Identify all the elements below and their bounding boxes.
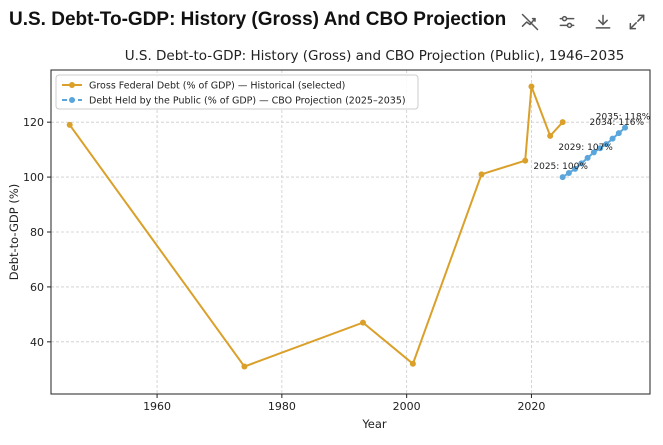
y-tick-label: 120 <box>23 116 44 129</box>
projection-data-point <box>565 169 572 176</box>
data-label: 2025: 100% <box>533 162 588 172</box>
x-tick-label: 2020 <box>517 400 545 413</box>
historical-data-point <box>409 360 416 367</box>
chart-header: U.S. Debt-To-GDP: History (Gross) And CB… <box>0 0 663 44</box>
projection-data-point <box>572 165 579 172</box>
disable-interactive-icon <box>521 13 539 31</box>
y-tick-label: 60 <box>30 281 44 294</box>
y-tick-label: 80 <box>30 226 44 239</box>
legend-swatch-marker <box>69 82 75 88</box>
projection-data-point <box>622 124 629 131</box>
historical-data-point <box>522 157 529 164</box>
download-icon <box>595 14 611 29</box>
page-title: U.S. Debt-To-GDP: History (Gross) And CB… <box>9 9 509 30</box>
disable-interactive-button[interactable] <box>516 8 544 36</box>
expand-button[interactable] <box>623 8 651 36</box>
data-label: 2029: 107% <box>558 143 613 153</box>
plot-area <box>50 69 651 395</box>
historical-series-line <box>68 86 564 368</box>
download-button[interactable] <box>589 8 617 36</box>
settings-button[interactable] <box>553 8 581 36</box>
projection-data-point <box>559 174 566 181</box>
projection-data-point <box>603 141 610 148</box>
expand-icon <box>629 14 645 30</box>
projection-data-point <box>609 135 616 142</box>
x-axis-label: Year <box>361 417 387 431</box>
historical-data-point <box>478 171 485 178</box>
data-label: 2034: 116% <box>590 118 645 128</box>
chart: 1960 1980 2000 2020 40 60 80 100 120 2025: 100% 2… <box>7 48 651 431</box>
legend: Gross Federal Debt (% of GDP) — Historic… <box>55 74 419 110</box>
chart-title: U.S. Debt-to-GDP: History (Gross) and CB… <box>125 48 625 64</box>
projection-data-point <box>584 154 591 161</box>
legend-box <box>55 74 419 110</box>
historical-data-point <box>241 363 248 370</box>
settings-sliders-icon <box>559 15 575 29</box>
data-label: 2035: 118% <box>596 113 651 123</box>
projection-data-point <box>578 160 585 167</box>
x-tick-label: 2000 <box>393 400 421 413</box>
y-tick-label: 100 <box>23 171 44 184</box>
y-axis-label: Debt-to-GDP (%) <box>7 184 21 280</box>
legend-label: Gross Federal Debt (% of GDP) — Historic… <box>89 81 345 92</box>
x-tick-label: 1980 <box>268 400 296 413</box>
projection-data-point <box>590 149 597 156</box>
historical-data-point <box>547 132 554 139</box>
y-tick-label: 40 <box>30 336 44 349</box>
projection-data-point <box>597 145 604 152</box>
projection-data-point <box>615 130 622 137</box>
legend-swatch-marker <box>69 97 75 103</box>
legend-label: Debt Held by the Public (% of GDP) — CBO… <box>89 96 406 107</box>
historical-data-point <box>528 83 535 90</box>
x-tick-label: 1960 <box>143 400 171 413</box>
historical-data-point <box>559 119 566 126</box>
historical-data-point <box>359 319 366 326</box>
historical-data-point <box>66 121 73 128</box>
